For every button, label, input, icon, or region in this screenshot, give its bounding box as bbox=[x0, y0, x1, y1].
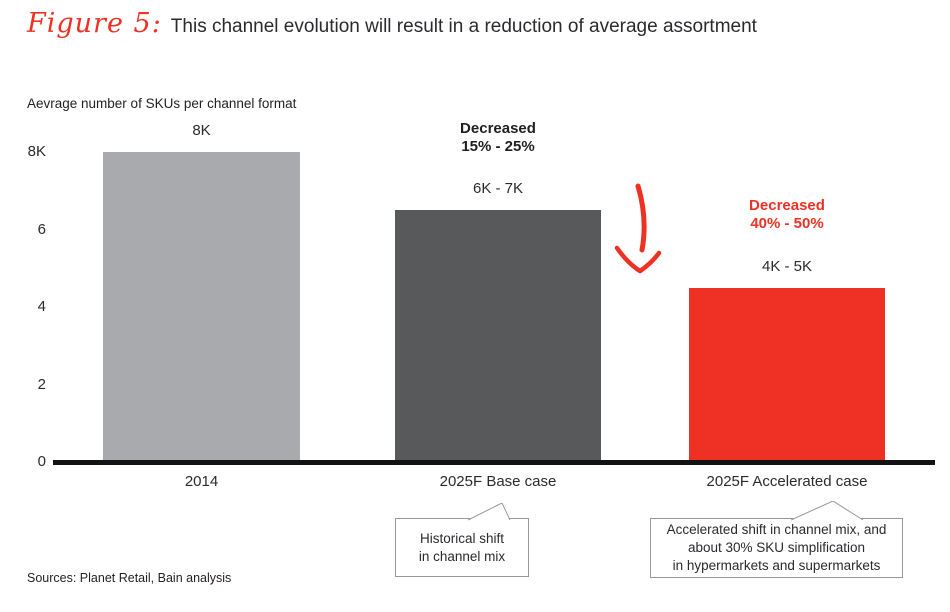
figure-number-label: Figure 5: bbox=[27, 8, 162, 39]
bar bbox=[103, 152, 300, 462]
annotation-line: Decreased bbox=[460, 120, 536, 137]
decrease-annotation: Decreased 40% - 50% bbox=[687, 197, 887, 233]
bar bbox=[395, 210, 601, 462]
bar-value-label: 4K - 5K bbox=[761, 258, 813, 275]
callout-line: in channel mix bbox=[418, 548, 506, 564]
y-tick-label: 0 bbox=[37, 453, 46, 470]
callout-box: Accelerated shift in channel mix, and abo… bbox=[650, 518, 903, 578]
callout-box: Historical shift in channel mix bbox=[395, 518, 529, 577]
callout-line: Historical shift bbox=[419, 530, 505, 546]
figure-title-row: Figure 5: This channel evolution will re… bbox=[27, 8, 757, 39]
y-tick-label: 6 bbox=[37, 220, 46, 238]
annotation-line: 40% - 50% bbox=[750, 215, 824, 232]
hand-drawn-down-arrow-icon bbox=[614, 183, 662, 274]
callout-line: about 30% SKU simplification bbox=[687, 540, 866, 555]
sources-note: Sources: Planet Retail, Bain analysis bbox=[27, 571, 232, 585]
y-tick-label: 4 bbox=[37, 298, 46, 315]
callout-line: in hypermarkets and supermarkets bbox=[672, 558, 881, 573]
figure-title: This channel evolution will result in a … bbox=[170, 16, 757, 37]
y-tick-label: 8K bbox=[27, 143, 46, 160]
category-label: 2025F Base case bbox=[439, 473, 557, 490]
bar-value-label: 6K - 7K bbox=[472, 180, 524, 197]
x-axis-line bbox=[53, 460, 935, 465]
callout-pointer bbox=[468, 503, 511, 521]
annotation-line: Decreased bbox=[749, 197, 825, 214]
callout-line: Accelerated shift in channel mix, and bbox=[666, 522, 887, 537]
bar-value-label: 8K bbox=[192, 122, 211, 139]
y-tick-label: 2 bbox=[37, 375, 46, 393]
y-axis-title: Aevrage number of SKUs per channel forma… bbox=[27, 96, 297, 111]
callout-pointer bbox=[791, 501, 864, 521]
bar bbox=[689, 288, 885, 462]
annotation-line: 15% - 25% bbox=[461, 138, 535, 155]
decrease-annotation: Decreased 15% - 25% bbox=[398, 120, 598, 156]
category-label: 2014 bbox=[184, 473, 219, 490]
category-label: 2025F Accelerated case bbox=[706, 473, 868, 490]
